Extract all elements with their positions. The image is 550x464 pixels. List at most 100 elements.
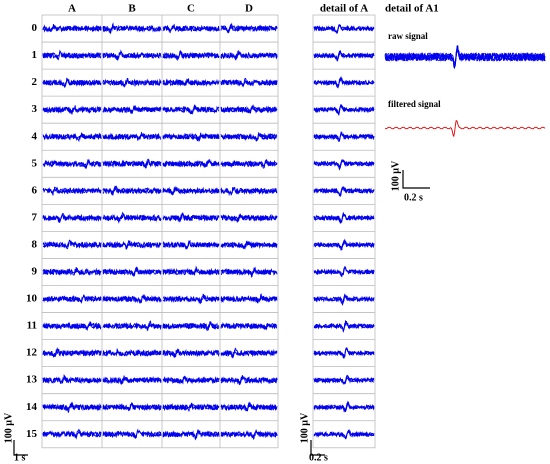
- trace: [42, 24, 102, 33]
- detail-trace: [313, 212, 375, 225]
- trace: [162, 50, 220, 60]
- trace: [162, 402, 220, 412]
- trace: [102, 320, 162, 332]
- row-label: 11: [27, 320, 37, 332]
- trace: [42, 294, 102, 303]
- row-label: 3: [32, 103, 38, 115]
- column-label: D: [245, 3, 253, 15]
- detail-trace: [313, 321, 375, 331]
- trace: [43, 186, 102, 195]
- scale-bar: [310, 440, 325, 456]
- trace: [102, 429, 162, 439]
- trace: [162, 186, 220, 196]
- scale-y: 100 µV: [299, 412, 310, 443]
- detail-trace: [313, 429, 375, 440]
- column-label: A: [68, 3, 76, 15]
- trace: [220, 375, 278, 385]
- trace: [162, 23, 220, 33]
- trace: [220, 293, 278, 304]
- trace: [42, 373, 102, 385]
- trace: [162, 348, 220, 358]
- trace: [102, 348, 162, 358]
- trace: [102, 158, 162, 169]
- trace: [102, 105, 162, 114]
- trace: [162, 239, 219, 250]
- trace: [102, 293, 162, 304]
- column-label: B: [128, 3, 136, 15]
- trace: [220, 240, 278, 250]
- detail-trace: [313, 77, 375, 89]
- trace: [42, 50, 102, 60]
- scale-bar: [13, 440, 28, 456]
- detail-trace: [313, 347, 375, 357]
- detail-trace: [313, 159, 375, 171]
- filtered-trace: [384, 119, 546, 138]
- trace: [102, 402, 162, 412]
- trace: [220, 159, 278, 168]
- detail-trace: [313, 401, 375, 411]
- scale-bar: [402, 170, 430, 189]
- raw-trace: [384, 44, 546, 68]
- detail-trace: [313, 50, 375, 62]
- trace: [162, 158, 220, 168]
- detail-trace: [313, 104, 375, 116]
- trace: [220, 322, 277, 331]
- trace: [162, 321, 220, 331]
- trace: [42, 105, 102, 115]
- detail-trace: [313, 293, 375, 306]
- detail-a1-title: detail of A1: [385, 3, 439, 15]
- row-label: 2: [32, 76, 38, 88]
- trace: [102, 240, 162, 250]
- trace: [102, 185, 162, 196]
- trace: [42, 266, 102, 277]
- trace: [102, 132, 161, 141]
- trace: [220, 214, 278, 223]
- trace: [220, 22, 278, 34]
- trace: [220, 348, 278, 359]
- trace: [162, 294, 220, 304]
- row-label: 13: [26, 374, 38, 386]
- scale-y: 100 µV: [390, 160, 401, 191]
- row-label: 10: [26, 293, 38, 305]
- trace: [220, 77, 278, 88]
- trace: [220, 429, 278, 441]
- trace: [162, 429, 220, 440]
- trace: [42, 401, 102, 412]
- detail-trace: [313, 430, 375, 440]
- trace: [42, 213, 102, 223]
- trace: [42, 158, 102, 168]
- scale-x: 1 s: [14, 452, 26, 463]
- detail-trace: [313, 25, 375, 34]
- scale-x: 0.2 s: [309, 452, 328, 463]
- detail-trace: [313, 265, 375, 278]
- detail-trace: [313, 186, 375, 197]
- trace: [102, 428, 162, 439]
- row-label: 8: [32, 238, 38, 250]
- row-label: 7: [32, 211, 38, 223]
- trace: [102, 51, 162, 60]
- scale-x: 0.2 s: [404, 192, 423, 203]
- row-label: 0: [32, 22, 38, 34]
- row-label: 12: [26, 347, 38, 359]
- raw-trace: [384, 48, 546, 68]
- row-label: 4: [32, 130, 38, 142]
- trace: [42, 132, 102, 143]
- detail-trace: [313, 240, 375, 251]
- detail-trace: [313, 347, 375, 358]
- trace: [220, 49, 278, 61]
- trace: [162, 104, 220, 115]
- trace: [102, 211, 162, 222]
- trace: [42, 77, 102, 88]
- trace: [42, 429, 102, 440]
- detail-trace: [313, 131, 375, 142]
- row-label: 9: [32, 266, 38, 278]
- filtered-label: filtered signal: [388, 99, 441, 109]
- trace: [162, 78, 220, 87]
- trace: [42, 349, 102, 359]
- detail-trace: [313, 212, 375, 223]
- trace: [162, 132, 220, 142]
- raw-label: raw signal: [388, 31, 428, 41]
- traces: [41, 14, 546, 449]
- trace: [220, 104, 278, 114]
